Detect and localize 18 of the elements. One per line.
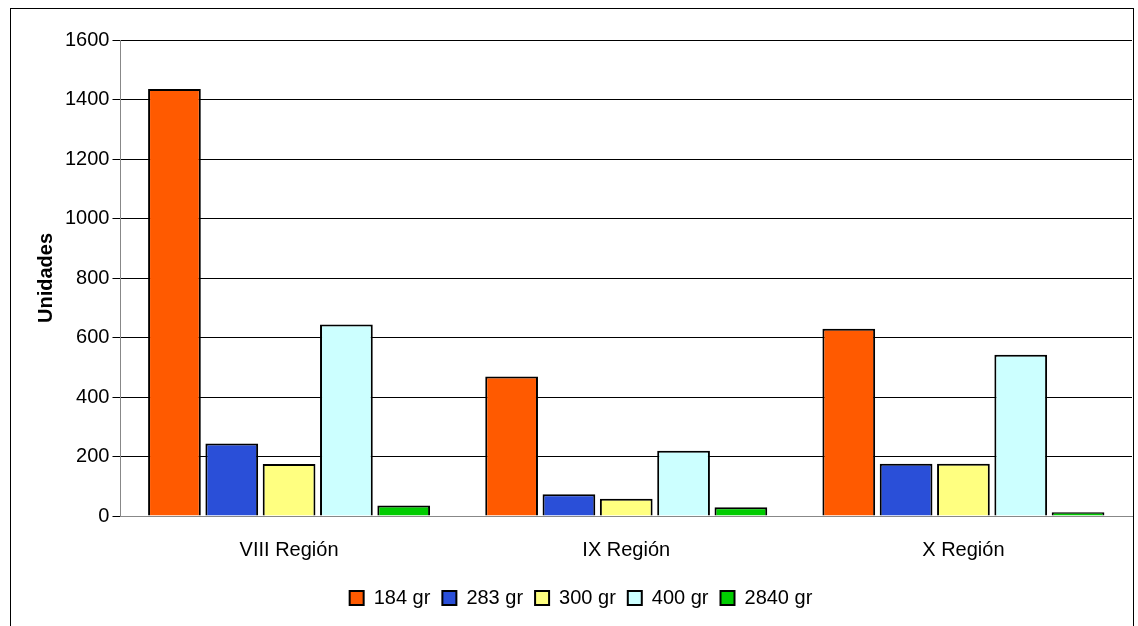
legend-label: 400 gr <box>651 585 709 608</box>
y-tick-label: 1000 <box>64 206 110 229</box>
y-axis-title: Unidades <box>33 232 56 324</box>
y-tick-label: 1200 <box>64 146 110 169</box>
y-tick-label: 800 <box>76 265 110 288</box>
y-tick-label: 0 <box>98 503 110 526</box>
y-tick-label: 1400 <box>64 87 110 110</box>
y-tick-label: 600 <box>76 325 110 348</box>
y-tick-label: 200 <box>76 444 110 467</box>
x-tick-label: IX Región <box>582 537 671 560</box>
legend-label: 184 gr <box>373 585 431 608</box>
legend-label: 2840 gr <box>744 585 813 608</box>
x-tick-label: VIII Región <box>239 537 339 560</box>
y-tick-label: 400 <box>76 384 110 407</box>
legend-label: 300 gr <box>559 585 617 608</box>
x-tick-label: X Región <box>922 537 1005 560</box>
y-tick-label: 1600 <box>64 27 110 50</box>
legend-label: 283 gr <box>466 585 524 608</box>
